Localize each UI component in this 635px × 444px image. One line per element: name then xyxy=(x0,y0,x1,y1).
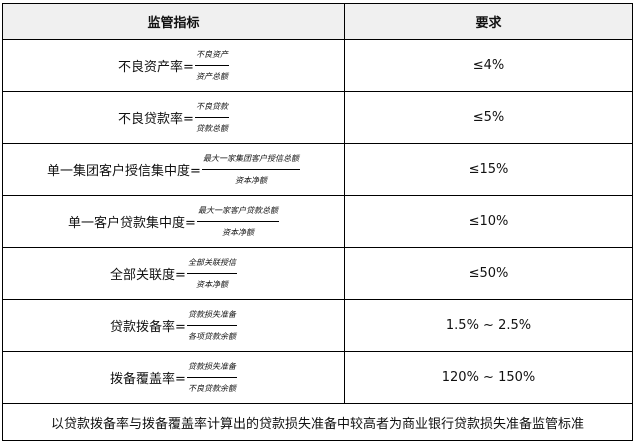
fraction: 不良贷款 贷款总额 xyxy=(194,101,229,134)
header-row: 监管指标 要求 xyxy=(2,3,633,40)
table-row: 不良贷款率= 不良贷款贷款总额 ≤5% xyxy=(2,91,633,144)
indicator-cell: 不良贷款率= 不良贷款贷款总额 xyxy=(2,91,345,144)
table-row: 贷款拨备率= 贷款损失准备各项贷款余额 1.5% ~ 2.5% xyxy=(2,299,633,352)
formula: 单一客户贷款集中度= 最大一家客户贷款总额资本净额 xyxy=(68,205,279,238)
requirement-cell: ≤15% xyxy=(344,143,633,196)
indicator-name: 不良贷款率= xyxy=(118,112,194,127)
table-row: 全部关联度= 全部关联授信资本净额 ≤50% xyxy=(2,247,633,300)
indicator-cell: 单一集团客户授信集中度= 最大一家集团客户授信总额资本净额 xyxy=(2,143,345,196)
formula: 不良资产率= 不良资产资产总额 xyxy=(118,49,229,82)
indicator-cell: 不良资产率= 不良资产资产总额 xyxy=(2,39,345,92)
numerator: 不良贷款 xyxy=(194,101,229,118)
numerator: 全部关联授信 xyxy=(186,257,237,274)
indicator-name: 拨备覆盖率= xyxy=(110,372,186,387)
table-row: 单一集团客户授信集中度= 最大一家集团客户授信总额资本净额 ≤15% xyxy=(2,143,633,196)
indicator-name: 单一客户贷款集中度= xyxy=(68,216,196,231)
footer-row: 以贷款拨备率与拨备覆盖率计算出的贷款损失准备中较高者为商业银行贷款损失准备监管标… xyxy=(2,403,633,441)
numerator: 不良资产 xyxy=(194,49,229,66)
indicator-name: 全部关联度= xyxy=(110,268,186,283)
indicator-cell: 贷款拨备率= 贷款损失准备各项贷款余额 xyxy=(2,299,345,352)
header-requirement: 要求 xyxy=(344,3,633,40)
indicator-name: 不良资产率= xyxy=(118,60,194,75)
denominator: 不良贷款余额 xyxy=(187,384,236,393)
fraction: 最大一家集团客户授信总额资本净额 xyxy=(201,153,300,186)
denominator: 各项贷款余额 xyxy=(187,332,236,341)
denominator: 资本净额 xyxy=(221,228,254,237)
requirement-cell: ≤50% xyxy=(344,247,633,300)
denominator: 贷款总额 xyxy=(195,124,228,133)
formula: 拨备覆盖率= 贷款损失准备不良贷款余额 xyxy=(110,361,237,394)
numerator: 贷款损失准备 xyxy=(186,361,237,378)
denominator: 资本净额 xyxy=(234,176,267,185)
table-row: 单一客户贷款集中度= 最大一家客户贷款总额资本净额 ≤10% xyxy=(2,195,633,248)
numerator: 最大一家客户贷款总额 xyxy=(196,205,279,222)
regulatory-table: 监管指标 要求 不良资产率= 不良资产资产总额 ≤4% 不良贷款率= 不良贷款贷款总额 ≤… xyxy=(2,3,633,441)
indicator-name: 贷款拨备率= xyxy=(110,320,186,335)
indicator-cell: 全部关联度= 全部关联授信资本净额 xyxy=(2,247,345,300)
header-indicator: 监管指标 xyxy=(2,3,345,40)
formula: 贷款拨备率= 贷款损失准备各项贷款余额 xyxy=(110,309,237,342)
formula: 全部关联度= 全部关联授信资本净额 xyxy=(110,257,237,290)
indicator-cell: 拨备覆盖率= 贷款损失准备不良贷款余额 xyxy=(2,351,345,404)
fraction: 贷款损失准备各项贷款余额 xyxy=(186,309,237,342)
fraction: 全部关联授信资本净额 xyxy=(186,257,237,290)
fraction: 最大一家客户贷款总额资本净额 xyxy=(196,205,279,238)
requirement-cell: 120% ~ 150% xyxy=(344,351,633,404)
requirement-cell: ≤10% xyxy=(344,195,633,248)
requirement-cell: ≤4% xyxy=(344,39,633,92)
fraction: 贷款损失准备不良贷款余额 xyxy=(186,361,237,394)
numerator: 贷款损失准备 xyxy=(186,309,237,326)
requirement-cell: 1.5% ~ 2.5% xyxy=(344,299,633,352)
formula: 不良贷款率= 不良贷款贷款总额 xyxy=(118,101,229,134)
table-row: 拨备覆盖率= 贷款损失准备不良贷款余额 120% ~ 150% xyxy=(2,351,633,404)
numerator: 最大一家集团客户授信总额 xyxy=(201,153,300,170)
footer-note: 以贷款拨备率与拨备覆盖率计算出的贷款损失准备中较高者为商业银行贷款损失准备监管标… xyxy=(2,403,633,441)
table-row: 不良资产率= 不良资产资产总额 ≤4% xyxy=(2,39,633,92)
formula: 单一集团客户授信集中度= 最大一家集团客户授信总额资本净额 xyxy=(47,153,300,186)
requirement-cell: ≤5% xyxy=(344,91,633,144)
indicator-cell: 单一客户贷款集中度= 最大一家客户贷款总额资本净额 xyxy=(2,195,345,248)
denominator: 资本净额 xyxy=(195,280,228,289)
indicator-name: 单一集团客户授信集中度= xyxy=(47,164,201,179)
fraction: 不良资产 资产总额 xyxy=(194,49,229,82)
denominator: 资产总额 xyxy=(195,72,228,81)
